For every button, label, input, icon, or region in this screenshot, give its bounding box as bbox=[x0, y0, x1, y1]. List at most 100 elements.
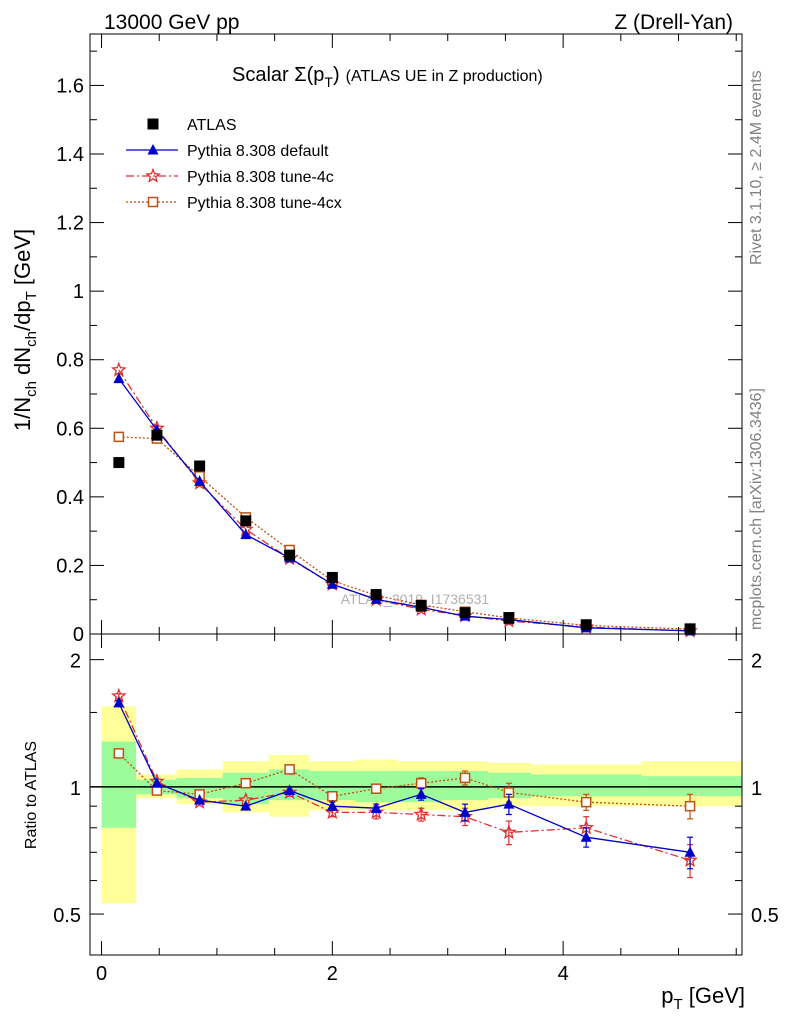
ratio-point bbox=[459, 806, 471, 817]
ratio-point bbox=[415, 777, 427, 789]
energy-label: 13000 GeV pp bbox=[104, 11, 239, 34]
ratio-point bbox=[151, 777, 163, 788]
legend-marker bbox=[147, 196, 159, 208]
ratio-y-ticks: 0.5 0.5 1 1 2 2 bbox=[53, 651, 779, 927]
green-band-bin bbox=[530, 774, 642, 797]
title-rest: (ATLAS UE in Z production) bbox=[346, 68, 543, 85]
ratio-series bbox=[110, 687, 699, 879]
data-point bbox=[326, 571, 338, 583]
main-y-axis-label: 1/Nch dNch/dpT [GeV] bbox=[10, 229, 40, 431]
ratio-line bbox=[118, 695, 691, 861]
legend-label: ATLAS bbox=[187, 117, 237, 134]
data-point bbox=[503, 612, 515, 624]
ratio-y-tick-label-left: 0.5 bbox=[53, 905, 81, 927]
mcplots-label: mcplots.cern.ch [arXiv:1306.3436] bbox=[748, 388, 765, 630]
x-tick-label: 2 bbox=[327, 963, 338, 985]
series-line bbox=[118, 369, 691, 632]
ratio-series-pythia-8-308-tune-4cx bbox=[113, 748, 696, 820]
ratio-point bbox=[284, 764, 295, 775]
ratio-point bbox=[370, 802, 382, 813]
main-y-tick-label: 0.2 bbox=[56, 555, 84, 577]
ratio-point bbox=[370, 783, 382, 794]
legend-label: Pythia 8.308 default bbox=[187, 143, 329, 160]
main-y-tick-label: 0.6 bbox=[56, 418, 84, 440]
main-y-tick-label: 1.6 bbox=[56, 75, 84, 97]
plot-title: Scalar Σ(pT) (ATLAS UE in Z production) bbox=[232, 64, 543, 90]
ratio-y-tick-label-right: 1 bbox=[751, 778, 762, 800]
data-point bbox=[326, 578, 338, 589]
ratio-uncertainty-bands bbox=[101, 706, 742, 904]
x-axis-ticks: 0 2 4 bbox=[96, 34, 737, 985]
ratio-point bbox=[580, 831, 592, 842]
ratio-point bbox=[240, 800, 252, 811]
title-subscript: T bbox=[324, 74, 333, 90]
ratio-y-tick-label-right: 2 bbox=[751, 651, 762, 673]
ratio-point bbox=[240, 777, 252, 789]
data-point bbox=[113, 457, 125, 469]
ratio-line bbox=[118, 752, 691, 807]
main-panel: 0 0.2 0.4 0.6 0.8 1 1.2 1.4 1.6 ATLAS_2019_I1736… bbox=[56, 33, 743, 646]
data-point bbox=[684, 623, 696, 635]
data-point bbox=[370, 589, 382, 601]
legend-marker bbox=[145, 167, 161, 183]
legend-label: Pythia 8.308 tune-4cx bbox=[187, 195, 342, 212]
data-point bbox=[113, 431, 125, 443]
data-point bbox=[415, 600, 427, 612]
series-line bbox=[118, 378, 691, 632]
legend-label: Pythia 8.308 tune-4c bbox=[187, 169, 334, 186]
title-main: Scalar Σ(p bbox=[232, 64, 324, 86]
main-y-tick-label: 0.4 bbox=[56, 487, 84, 509]
data-point bbox=[113, 372, 125, 384]
series-atlas bbox=[113, 429, 696, 635]
ratio-point bbox=[113, 748, 125, 759]
main-y-tick-label: 0.8 bbox=[56, 350, 84, 372]
title-close: ) bbox=[333, 64, 340, 86]
x-axis-label: pT [GeV] bbox=[661, 983, 745, 1013]
legend-entry: ATLAS bbox=[147, 117, 237, 134]
legend-entry: Pythia 8.308 tune-4c bbox=[126, 167, 334, 186]
rivet-label: Rivet 3.1.10, ≥ 2.4M events bbox=[748, 70, 765, 265]
data-point bbox=[194, 460, 206, 472]
ratio-point bbox=[503, 798, 515, 809]
main-y-tick-label: 0 bbox=[73, 624, 84, 646]
ratio-series-pythia-8-308-default bbox=[113, 696, 696, 870]
ratio-point bbox=[281, 784, 298, 800]
ratio-y-axis-label: Ratio to ATLAS bbox=[23, 741, 40, 849]
ratio-point bbox=[413, 806, 430, 822]
ratio-point bbox=[194, 794, 206, 805]
ratio-point bbox=[327, 791, 338, 802]
x-tick-label: 4 bbox=[558, 963, 569, 985]
ratio-point bbox=[113, 696, 125, 708]
data-point bbox=[240, 515, 252, 527]
ratio-point bbox=[191, 793, 208, 809]
legend-entry: Pythia 8.308 default bbox=[126, 143, 329, 160]
ratio-point bbox=[284, 784, 296, 796]
main-y-tick-label: 1.2 bbox=[56, 213, 84, 235]
data-point bbox=[151, 429, 163, 441]
process-label: Z (Drell-Yan) bbox=[614, 11, 733, 34]
ratio-frame bbox=[89, 633, 743, 956]
legend: ATLAS Pythia 8.308 default Pythia 8.308 tu… bbox=[126, 117, 342, 212]
ratio-point bbox=[684, 800, 696, 812]
ratio-panel: 0.5 0.5 1 1 2 2 0 2 4 bbox=[53, 34, 779, 985]
ratio-point bbox=[684, 846, 696, 857]
ratio-line bbox=[118, 702, 691, 853]
data-point bbox=[284, 549, 296, 561]
main-series bbox=[111, 361, 699, 638]
data-point bbox=[194, 475, 206, 486]
analysis-watermark: ATLAS_2019_I1736531 bbox=[341, 591, 490, 607]
data-point bbox=[580, 619, 592, 631]
data-point bbox=[240, 528, 252, 540]
series-line bbox=[118, 436, 691, 630]
ratio-point bbox=[580, 796, 592, 808]
ratio-y-tick-label-left: 1 bbox=[70, 778, 81, 800]
ratio-point bbox=[368, 804, 385, 820]
main-y-tick-label: 1.4 bbox=[56, 144, 84, 166]
main-y-ticks: 0 0.2 0.4 0.6 0.8 1 1.2 1.4 1.6 bbox=[56, 50, 742, 646]
ratio-point bbox=[326, 800, 338, 811]
ratio-point bbox=[415, 788, 427, 799]
ratio-point bbox=[459, 772, 471, 784]
ratio-y-tick-label-right: 0.5 bbox=[751, 905, 779, 927]
main-y-tick-label: 1 bbox=[73, 281, 84, 303]
ratio-point bbox=[500, 824, 517, 840]
